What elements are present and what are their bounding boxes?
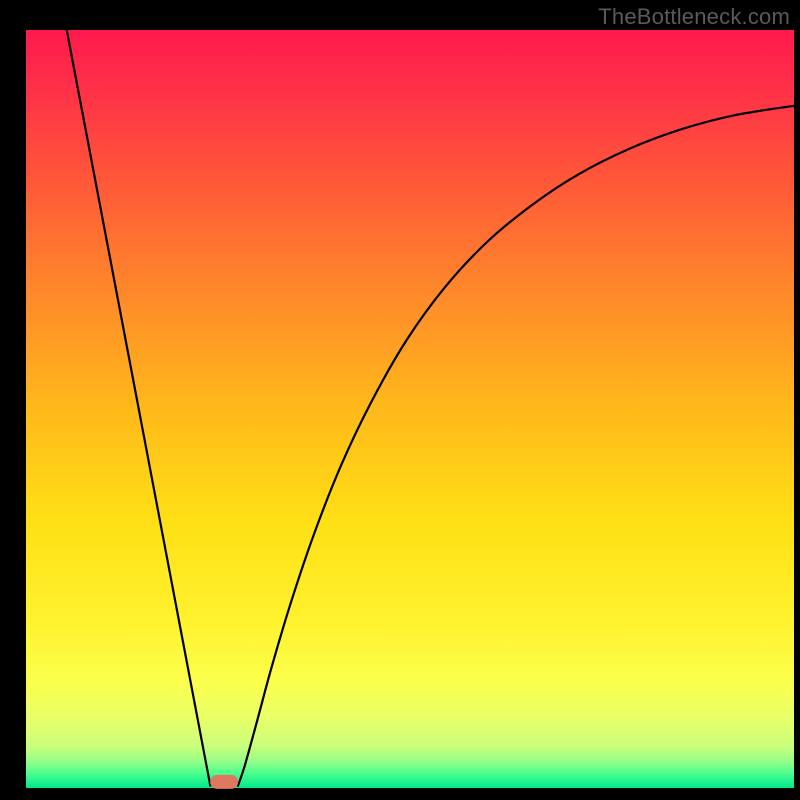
gradient-background bbox=[26, 30, 794, 788]
optimal-point-marker bbox=[210, 775, 238, 789]
chart-container: TheBottleneck.com bbox=[0, 0, 800, 800]
attribution-text: TheBottleneck.com bbox=[598, 4, 790, 30]
bottleneck-chart bbox=[0, 0, 800, 800]
